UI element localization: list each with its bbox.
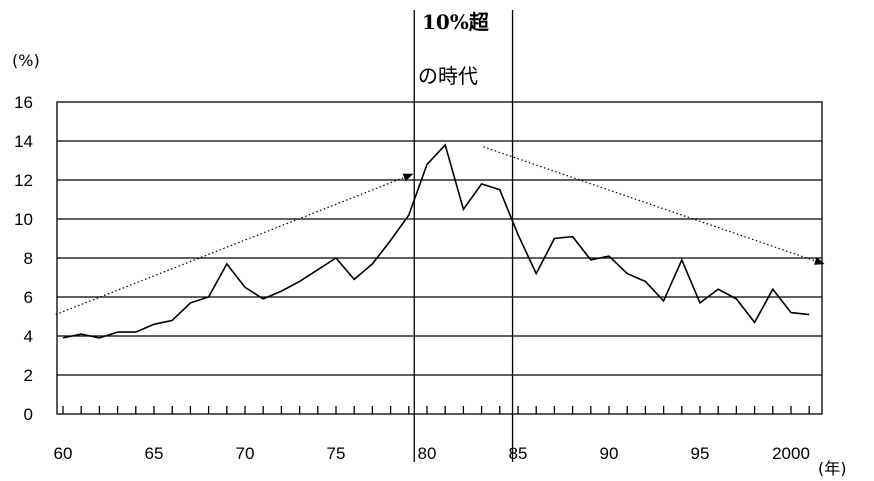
x-tick-label-2000: 2000 xyxy=(772,444,810,463)
y-axis-tick-labels: 0 2 4 6 8 10 12 14 16 xyxy=(14,93,33,424)
x-tick-label-75: 75 xyxy=(327,444,346,463)
x-tick-label-65: 65 xyxy=(145,444,164,463)
annotation-title: 10%超 xyxy=(422,10,490,34)
trend-arrows xyxy=(55,146,825,316)
x-tick-label-95: 95 xyxy=(691,444,710,463)
x-tick-label-90: 90 xyxy=(600,444,619,463)
x-axis-ticks xyxy=(62,406,810,414)
y-tick-label-4: 4 xyxy=(24,327,33,346)
annotation-subtitle: の時代 xyxy=(418,64,478,88)
annotation-lines xyxy=(413,10,514,462)
series-lines xyxy=(62,143,810,339)
y-tick-label-10: 10 xyxy=(14,210,33,229)
y-tick-label-12: 12 xyxy=(14,171,33,190)
y-tick-label-14: 14 xyxy=(14,132,33,151)
x-tick-label-70: 70 xyxy=(236,444,255,463)
y-axis-unit-label: (%) xyxy=(12,51,40,70)
x-tick-label-80: 80 xyxy=(418,444,437,463)
y-tick-label-2: 2 xyxy=(24,366,33,385)
trend-arrow-2 xyxy=(483,146,825,265)
y-tick-label-8: 8 xyxy=(24,249,33,268)
series-line-1 xyxy=(62,143,810,339)
trend-arrow-1 xyxy=(55,173,414,316)
y-tick-label-16: 16 xyxy=(14,93,33,112)
x-axis-tick-labels: 60 65 70 75 80 85 90 95 2000 xyxy=(54,444,810,463)
y-tick-label-0: 0 xyxy=(24,405,33,424)
x-axis-unit-label: (年) xyxy=(818,459,847,478)
x-tick-label-85: 85 xyxy=(509,444,528,463)
x-tick-label-60: 60 xyxy=(54,444,73,463)
y-tick-label-6: 6 xyxy=(24,288,33,307)
gridlines xyxy=(57,140,822,376)
